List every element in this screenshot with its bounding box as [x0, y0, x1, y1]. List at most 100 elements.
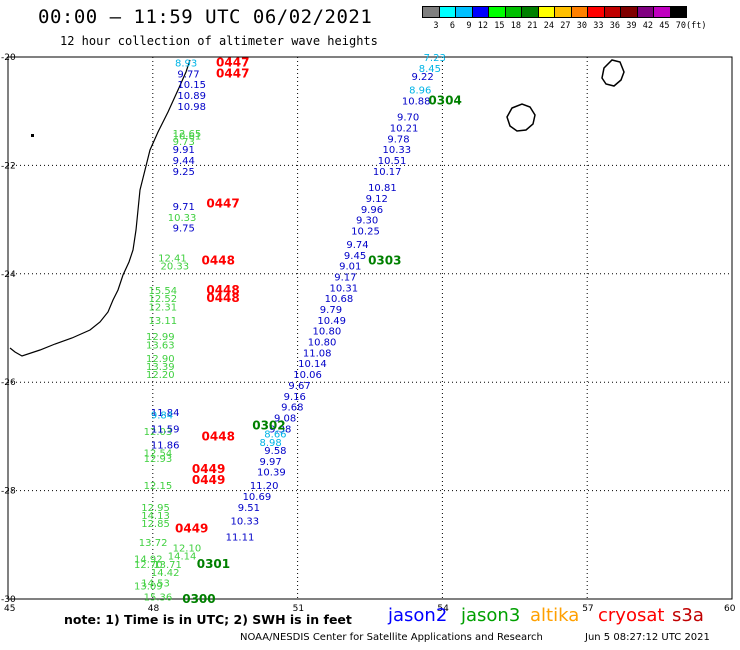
jason3-wave-height: 12.41 [158, 254, 187, 265]
jason3-wave-height: 12.90 [146, 354, 175, 365]
units-note: note: 1) Time is in UTC; 2) SWH is in fe… [64, 612, 352, 627]
jason3-wave-height: 14.53 [141, 579, 170, 590]
jason3-wave-height: 12.15 [144, 481, 173, 492]
jason2-wave-height: 9.58 [264, 446, 286, 457]
jason2-wave-height: 10.39 [257, 468, 286, 479]
jason2-wave-height: 9.01 [339, 262, 361, 273]
s3a-pass-time: 0448 [206, 283, 239, 297]
jason2-wave-height: 9.75 [173, 224, 195, 235]
jason3-wave-height: 12.65 [173, 129, 202, 140]
jason3-wave-height: 13.71 [153, 560, 182, 571]
coastlines [9, 59, 625, 357]
jason2-wave-height: 9.22 [412, 72, 434, 83]
jason2-wave-height: 8.98 [259, 438, 281, 449]
jason3-wave-height: 13.72 [139, 538, 168, 549]
jason3-wave-height: 12.20 [146, 370, 175, 381]
jason2-wave-height: 9.51 [238, 503, 260, 514]
jason3-wave-height: 15.36 [144, 592, 173, 603]
jason3-wave-height: 12.99 [146, 332, 175, 343]
jason3-wave-height: 14.92 [134, 554, 163, 565]
jason3-wave-height: 10.33 [168, 213, 197, 224]
colorbar-label: 15 [494, 21, 505, 31]
jason2-wave-height: 9.38 [269, 424, 291, 435]
longitude-tick-label: 57 [582, 604, 593, 614]
colorbar-label: 3 [433, 21, 439, 31]
generation-timestamp: Jun 5 08:27:12 UTC 2021 [585, 632, 710, 643]
wave-height-colorbar: 3 6 9 12 15 18 21 24 27 30 33 36 39 42 45 70 (ft) [422, 6, 706, 31]
colorbar-label: 24 [543, 21, 554, 31]
s3a-pass-time: 0449 [175, 522, 208, 536]
jason2-wave-height: 9.77 [177, 69, 199, 80]
colorbar-labels: 3 6 9 12 15 18 21 24 27 30 33 36 39 42 45 70 (ft) [422, 21, 706, 31]
latitude-tick-label: -22 [1, 161, 16, 171]
reunion-island [506, 103, 536, 132]
jason3-wave-height: 12.93 [144, 454, 173, 465]
s3a-pass-time: 0448 [202, 253, 235, 267]
jason2-wave-height: 9.67 [288, 381, 310, 392]
jason2-wave-height: 9.84 [151, 411, 173, 422]
jason2-wave-height: 10.49 [317, 316, 346, 327]
small-island [31, 134, 34, 137]
jason2-wave-height: 10.98 [177, 102, 206, 113]
colorbar-label: 42 [642, 21, 653, 31]
legend-jason3: jason3 [461, 605, 521, 626]
latitude-tick-label: -20 [1, 53, 16, 63]
jason2-wave-height: 9.12 [366, 194, 388, 205]
latitude-tick-label: -28 [1, 487, 16, 497]
jason2-wave-height: 8.96 [409, 86, 431, 97]
colorbar-label: 45 [659, 21, 670, 31]
longitude-tick-label: 51 [293, 604, 304, 614]
jason2-wave-height: 9.30 [356, 216, 378, 227]
jason2-wave-height: 9.16 [284, 392, 306, 403]
jason3-pass-time: 0302 [252, 419, 285, 433]
longitude-tick-label: 48 [148, 604, 160, 614]
jason2-wave-height: 9.97 [259, 457, 281, 468]
colorbar-label: 18 [510, 21, 521, 31]
s3a-pass-time: 0449 [192, 473, 225, 487]
jason2-wave-height: 9.45 [344, 251, 366, 262]
jason2-wave-height: 9.68 [281, 403, 303, 414]
jason3-wave-height: 12.70 [134, 560, 163, 571]
jason2-wave-height: 10.80 [313, 327, 342, 338]
mauritius-island [601, 59, 625, 87]
jason3-wave-height: 14.13 [141, 511, 170, 522]
credit-text: NOAA/NESDIS Center for Satellite Applica… [240, 632, 543, 643]
jason2-wave-height: 11.08 [303, 348, 332, 359]
jason2-wave-height: 10.68 [325, 294, 354, 305]
jason3-wave-height: 13.11 [148, 316, 177, 327]
jason2-wave-height: 11.84 [151, 408, 180, 419]
jason3-wave-height: 12.03 [144, 427, 173, 438]
jason2-wave-height: 10.33 [383, 145, 412, 156]
graticule [8, 57, 732, 599]
colorbar-label: 33 [593, 21, 604, 31]
jason3-wave-height: 12.10 [173, 544, 202, 555]
map-subtitle: 12 hour collection of altimeter wave hei… [60, 34, 378, 48]
madagascar-coastline [9, 59, 191, 357]
jason2-wave-height: 10.89 [177, 91, 206, 102]
longitude-tick-label: 60 [724, 604, 736, 614]
colorbar-label: 30 [576, 21, 587, 31]
jason2-wave-height: 11.59 [151, 424, 180, 435]
jason2-wave-height: 10.69 [243, 492, 272, 503]
jason3-pass-time: 0303 [368, 253, 401, 267]
colorbar-label: 9 [466, 21, 472, 31]
colorbar-label: 36 [609, 21, 620, 31]
jason2-wave-height: 10.06 [293, 370, 322, 381]
colorbar-label: 39 [626, 21, 637, 31]
observations: 12.6510.619.7310.3312.4120.3315.5412.521… [134, 53, 462, 606]
colorbar-cell [669, 6, 687, 18]
jason2-wave-height: 10.33 [231, 516, 260, 527]
jason3-wave-height: 12.85 [141, 519, 170, 530]
colorbar-unit: (ft) [686, 21, 707, 31]
colorbar-label: 70 [675, 21, 686, 31]
jason2-wave-height: 10.25 [351, 226, 380, 237]
colorbar-label: 12 [477, 21, 488, 31]
longitude-tick-label: 54 [437, 604, 449, 614]
jason3-wave-height: 12.95 [141, 503, 170, 514]
axis-labels: 45 48 51 54 57 60 -20 -22 -24 -26 -28 -30 [1, 53, 736, 614]
s3a-pass-time: 0449 [192, 462, 225, 476]
jason2-wave-height: 9.74 [346, 240, 368, 251]
jason3-wave-height: 13.63 [146, 340, 175, 351]
jason2-wave-height: 10.31 [329, 283, 358, 294]
jason2-wave-height: 9.91 [173, 145, 195, 156]
